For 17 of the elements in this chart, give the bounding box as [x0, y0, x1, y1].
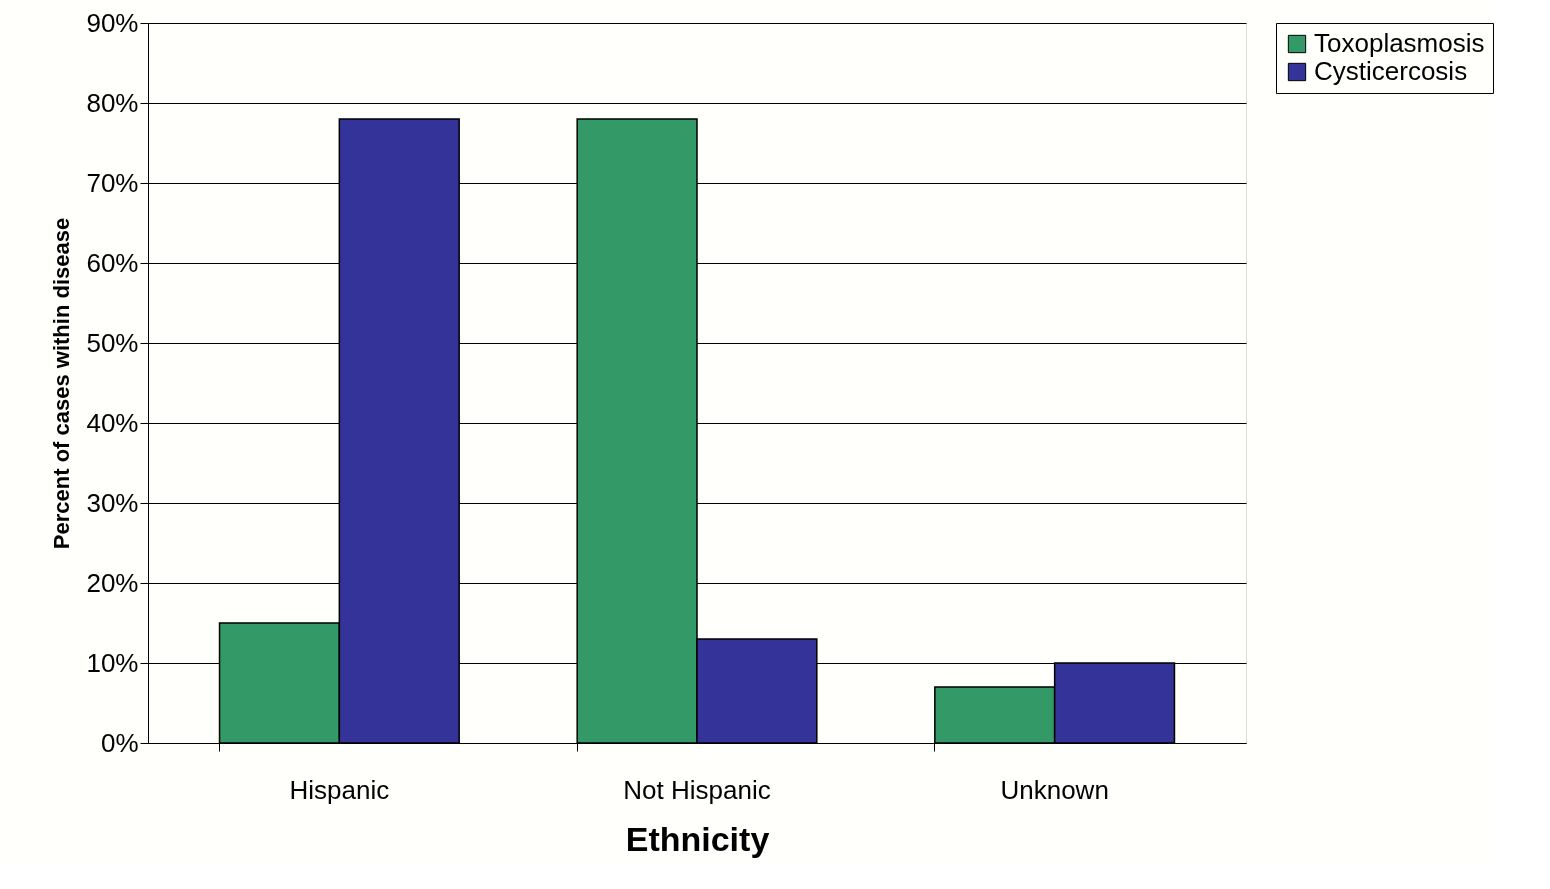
- y-tick-label: 40%: [86, 407, 139, 438]
- y-tick-label: 90%: [86, 7, 139, 38]
- y-tick-label: 30%: [86, 487, 139, 518]
- y-tick-label: 20%: [86, 567, 139, 598]
- y-tick-label: 50%: [86, 327, 139, 358]
- x-tick-label: Hispanic: [289, 774, 390, 805]
- y-tick-label: 70%: [86, 167, 139, 198]
- y-axis-title: Percent of cases within disease: [49, 217, 75, 550]
- legend-label: Cysticercosis: [1314, 56, 1468, 86]
- y-tick-label: 0%: [100, 727, 139, 758]
- y-tick-label: 60%: [86, 247, 139, 278]
- x-tick-label: Not Hispanic: [623, 774, 771, 805]
- x-axis-title: Ethnicity: [625, 819, 770, 858]
- legend-label: Toxoplasmosis: [1314, 28, 1485, 58]
- y-tick-label: 10%: [86, 647, 139, 678]
- x-tick-label: Unknown: [1000, 774, 1109, 805]
- y-tick-label: 80%: [86, 87, 139, 118]
